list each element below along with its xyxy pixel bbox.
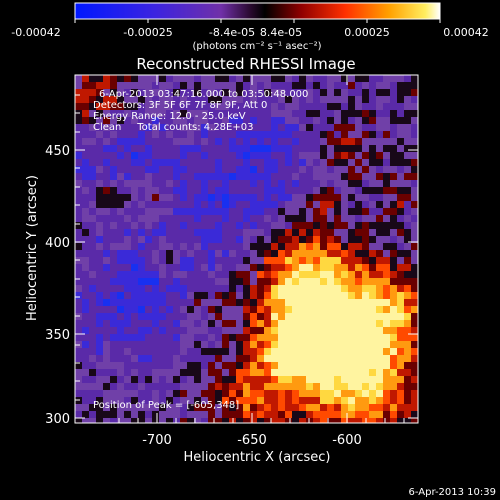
colorbar-tick-label: -8.4e-05: [209, 26, 255, 39]
info-block: 6-Apr-2013 03:47:16.000 to 03:50:48.000 …: [93, 89, 308, 133]
info-time-range: 6-Apr-2013 03:47:16.000 to 03:50:48.000: [99, 89, 308, 100]
y-tick-label: 350: [45, 328, 70, 343]
colorbar-tick-label: 0.00025: [344, 26, 390, 39]
x-axis: [118, 75, 405, 423]
colorbar-tick-marks: [74, 19, 441, 23]
colorbar-tick-label: 0.00042: [443, 26, 489, 39]
image-area: [75, 75, 418, 423]
y-tick-label: 400: [45, 236, 70, 251]
colorbar-units: (photons cm⁻² s⁻¹ asec⁻²): [192, 41, 321, 52]
plot-title: Reconstructed RHESSI Image: [136, 55, 355, 73]
y-axis-label: Heliocentric Y (arcsec): [25, 175, 40, 321]
info-energy-range: Energy Range: 12.0 - 25.0 keV: [93, 111, 246, 122]
colorbar: -0.00042 -0.00025 -8.4e-05 8.4e-05 0.000…: [11, 2, 489, 52]
y-tick-label: 300: [45, 412, 70, 427]
image-pixels: [75, 75, 418, 423]
plot-frame: [74, 74, 419, 424]
colorbar-tick-label: -0.00042: [11, 26, 60, 39]
x-tick-label: -650: [237, 433, 267, 448]
colorbar-tick-label: 8.4e-05: [260, 26, 302, 39]
x-axis-label: Heliocentric X (arcsec): [184, 450, 331, 465]
peak-position: Position of Peak = [-605,348]: [93, 400, 239, 411]
footer-date: 6-Apr-2013 10:39: [409, 487, 496, 498]
x-tick-label: -700: [142, 433, 172, 448]
info-clean-counts: Clean Total counts: 4.28E+03: [93, 122, 253, 133]
y-axis: [75, 94, 418, 419]
info-detectors: Detectors: 3F 5F 6F 7F 8F 9F, Att 0: [93, 100, 267, 111]
x-tick-label: -600: [332, 433, 362, 448]
colorbar-gradient: [74, 2, 441, 20]
y-tick-label: 450: [45, 144, 70, 159]
colorbar-tick-label: -0.00025: [123, 26, 172, 39]
